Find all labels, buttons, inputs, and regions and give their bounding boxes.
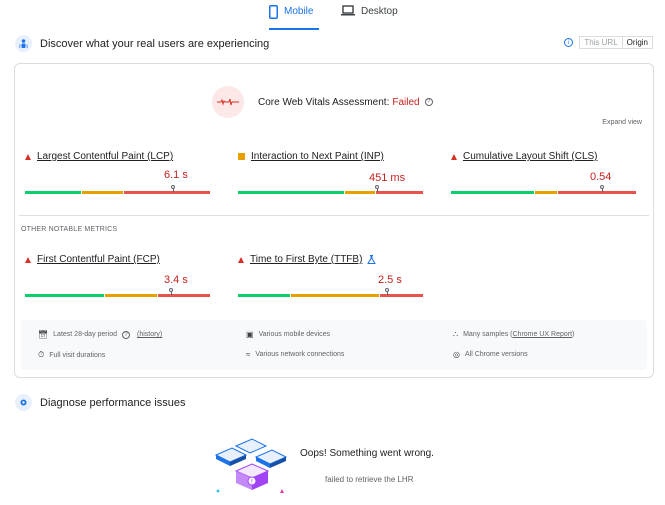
other-metrics-heading: OTHER NOTABLE METRICS [21, 226, 118, 233]
chrome-versions: ◎ All Chrome versions [453, 350, 528, 359]
phone-icon [269, 5, 278, 19]
users-icon [15, 35, 32, 52]
versions-label: All Chrome versions [464, 351, 528, 358]
metric-fcp-bar [25, 294, 211, 297]
tab-mobile[interactable]: Mobile [269, 5, 319, 30]
field-data-card: Core Web Vitals Assessment: Failed ? Exp… [14, 63, 654, 378]
metric-cls-bar [451, 191, 637, 194]
failed-pulse-icon [212, 86, 244, 118]
diagnose-icon [15, 394, 32, 411]
field-data-title: Discover what your real users are experi… [40, 37, 270, 50]
samples-suffix: ) [572, 331, 575, 338]
metric-inp-marker [375, 185, 379, 189]
metric-cls-value: 0.54 [590, 171, 612, 183]
metric-ttfb-bar [238, 294, 424, 297]
wifi-icon: ≈ [246, 350, 251, 359]
url-origin-toggle: i This URL Origin [564, 36, 653, 49]
cwv-assessment: Core Web Vitals Assessment: Failed ? [212, 86, 433, 118]
section-divider [19, 215, 649, 216]
metric-lcp-marker [171, 185, 175, 189]
samples-prefix: Many samples ( [463, 331, 513, 338]
timer-icon: ⏱︎ [38, 350, 45, 359]
history-link[interactable]: (history) [136, 331, 163, 338]
metric-fcp-marker [169, 288, 173, 292]
tab-desktop[interactable]: Desktop [341, 5, 401, 30]
device-tabs: Mobile Desktop [0, 0, 665, 30]
metric-cls-marker [600, 185, 604, 189]
svg-text:!: ! [251, 479, 253, 486]
metric-inp-bar [238, 191, 424, 194]
field-data-header: Discover what your real users are experi… [15, 35, 269, 52]
samples-icon: ∴ [453, 330, 459, 339]
help-icon[interactable]: ? [424, 98, 433, 106]
visit-durations: ⏱︎ Full visit durations [38, 350, 105, 360]
diagnose-header: Diagnose performance issues [15, 394, 186, 411]
poor-triangle-icon [25, 256, 31, 263]
metric-lcp-value: 6.1 s [164, 169, 188, 181]
tab-mobile-label: Mobile [284, 6, 314, 17]
metric-cls-name[interactable]: Cumulative Layout Shift (CLS) [463, 151, 598, 162]
metric-ttfb-name[interactable]: Time to First Byte (TTFB) [250, 254, 363, 265]
poor-triangle-icon [25, 153, 31, 160]
metric-inp-name[interactable]: Interaction to Next Paint (INP) [251, 151, 384, 162]
this-url-toggle[interactable]: This URL [579, 36, 623, 49]
device-types: ▣ Various mobile devices [246, 330, 330, 339]
tab-desktop-label: Desktop [361, 6, 398, 17]
error-illustration: ! [214, 438, 288, 493]
poor-triangle-icon [238, 256, 244, 263]
collection-period: 📅︎ Latest 28-day period ? (history) [38, 330, 162, 339]
laptop-icon [341, 5, 355, 16]
poor-triangle-icon [451, 153, 457, 160]
metric-lcp: Largest Contentful Paint (LCP) 6.1 s [25, 151, 211, 194]
expand-view-link[interactable]: Expand view [602, 119, 642, 126]
metric-inp: Interaction to Next Paint (INP) 451 ms [238, 151, 424, 194]
data-info-footer: 📅︎ Latest 28-day period ? (history) ⏱︎ F… [21, 320, 647, 370]
metric-ttfb: Time to First Byte (TTFB) 2.5 s [238, 254, 424, 297]
metric-fcp-name[interactable]: First Contentful Paint (FCP) [37, 254, 160, 265]
error-detail: failed to retrieve the LHR [325, 475, 414, 484]
assessment-status: Failed [392, 96, 420, 108]
sample-count: ∴ Many samples (Chrome UX Report) [453, 330, 574, 339]
calendar-icon: 📅︎ [38, 330, 49, 339]
experimental-flask-icon [367, 255, 377, 264]
diagnose-title: Diagnose performance issues [40, 396, 186, 409]
metric-cls: Cumulative Layout Shift (CLS) 0.54 [451, 151, 637, 194]
network-types: ≈ Various network connections [246, 350, 344, 359]
assessment-label: Core Web Vitals Assessment: [258, 96, 390, 108]
metric-lcp-name[interactable]: Largest Contentful Paint (LCP) [37, 151, 174, 162]
chrome-ux-report-link[interactable]: Chrome UX Report [512, 331, 573, 338]
metric-ttfb-value: 2.5 s [378, 274, 402, 286]
metric-fcp-value: 3.4 s [164, 274, 188, 286]
durations-label: Full visit durations [49, 351, 106, 359]
error-title: Oops! Something went wrong. [300, 448, 434, 459]
metric-fcp: First Contentful Paint (FCP) 3.4 s [25, 254, 211, 297]
info-icon[interactable]: i [564, 38, 574, 47]
devices-label: Various mobile devices [258, 331, 331, 338]
average-square-icon [238, 153, 245, 160]
metric-ttfb-marker [385, 288, 389, 292]
devices-icon: ▣ [246, 330, 254, 339]
network-label: Various network connections [255, 351, 345, 358]
origin-toggle[interactable]: Origin [622, 36, 653, 49]
help-icon[interactable]: ? [121, 330, 130, 339]
chrome-icon: ◎ [453, 350, 460, 359]
metric-lcp-bar [25, 191, 211, 194]
period-label: Latest 28-day period [53, 331, 117, 338]
metric-inp-value: 451 ms [369, 172, 406, 184]
